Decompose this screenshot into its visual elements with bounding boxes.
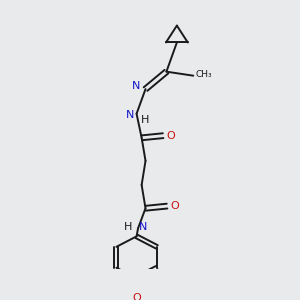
Text: H: H (124, 222, 133, 232)
Text: N: N (132, 81, 140, 91)
Text: O: O (167, 131, 176, 141)
Text: CH₃: CH₃ (196, 70, 212, 79)
Text: O: O (132, 292, 141, 300)
Text: N: N (126, 110, 134, 120)
Text: O: O (171, 201, 179, 211)
Text: H: H (141, 115, 150, 124)
Text: N: N (139, 222, 147, 232)
